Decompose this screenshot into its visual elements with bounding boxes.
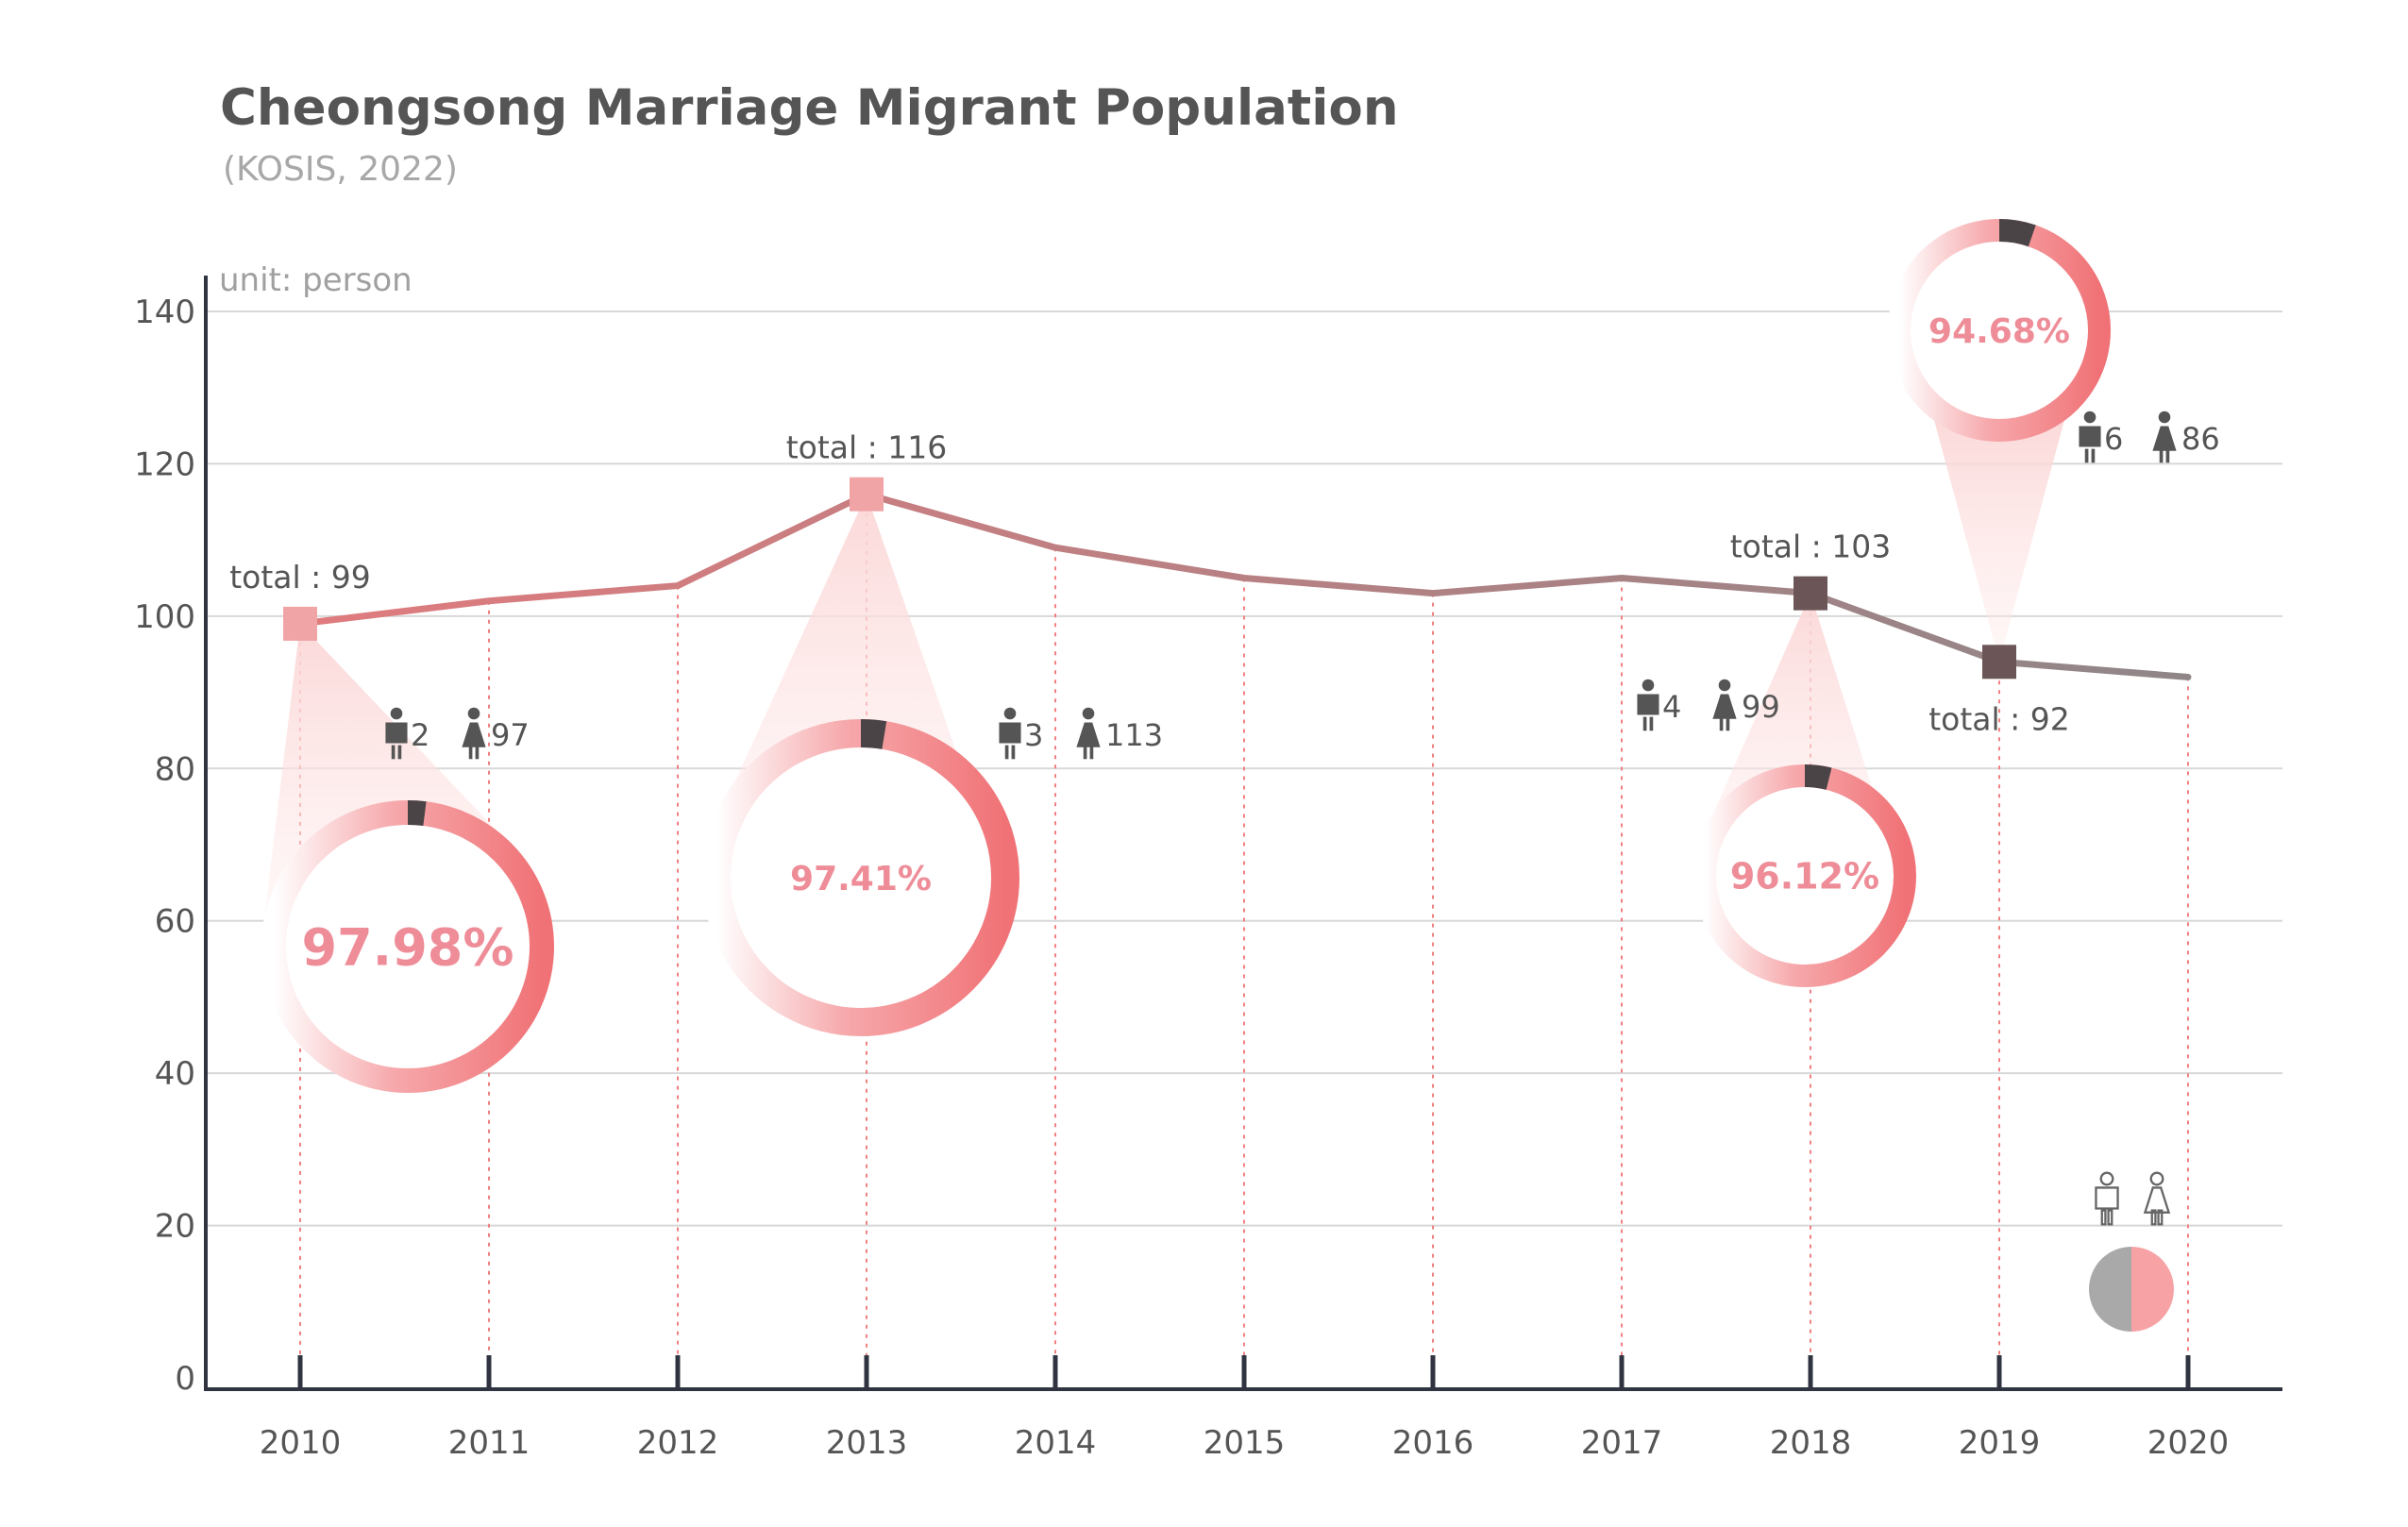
axes: 2010 2011 2012 2013 2014 2015 2016 2017 2018 2019… [204, 276, 2282, 1462]
y-tick-label: 80 [155, 750, 195, 788]
callout-cone [1932, 413, 2066, 663]
donut-male-arc [408, 800, 427, 827]
male-icon [2079, 411, 2101, 463]
legend [2089, 1171, 2174, 1332]
percent-label: 97.41% [790, 860, 932, 898]
callouts: 97.98% total : 99 2 97 97.41% total : 116 3 113… [229, 219, 2220, 1093]
male-icon [1637, 679, 1659, 731]
donut-male-arc [861, 719, 887, 749]
female-count: 113 [1105, 717, 1163, 753]
y-tick-label: 100 [134, 598, 195, 636]
callout-2010: 97.98% total : 99 2 97 [229, 559, 554, 1093]
unit-label: unit: person [219, 261, 413, 299]
chart-subtitle: (KOSIS, 2022) [223, 150, 458, 189]
y-tick-label: 120 [134, 445, 195, 483]
male-icon [385, 707, 408, 760]
male-count: 4 [1662, 689, 1681, 725]
male-count: 6 [2104, 421, 2123, 457]
percent-label: 96.12% [1730, 856, 1879, 898]
total-label: total : 99 [229, 559, 371, 596]
x-tick-label: 2017 [1581, 1424, 1663, 1462]
legend-female-half [2131, 1247, 2174, 1332]
y-tick-label: 40 [155, 1055, 195, 1093]
y-tick-label: 140 [134, 294, 195, 331]
percent-label: 97.98% [302, 917, 514, 977]
legend-male-icon [2095, 1171, 2119, 1226]
x-tick-label: 2019 [1959, 1424, 2041, 1462]
female-icon [1712, 679, 1737, 731]
callout-2013: 97.41% total : 116 3 113 [702, 429, 1163, 1036]
x-tick-label: 2011 [448, 1424, 530, 1462]
total-label: total : 116 [786, 429, 948, 466]
x-tick-label: 2020 [2147, 1424, 2230, 1462]
x-tick-label: 2014 [1015, 1424, 1097, 1462]
callout-2018: 96.12% total : 103 4 99 [1637, 529, 1916, 987]
series-line [296, 491, 2192, 680]
callout-2019: 94.68% total : 92 6 86 [1888, 219, 2220, 737]
y-tick-label: 0 [175, 1360, 195, 1398]
female-icon [2152, 411, 2177, 463]
male-count: 3 [1024, 717, 1043, 753]
male-icon [999, 707, 1021, 760]
male-count: 2 [411, 717, 429, 753]
donut-male-arc [1999, 219, 2036, 247]
donut-hole [731, 747, 991, 1008]
female-count: 99 [1742, 689, 1780, 725]
x-tick-label: 2016 [1392, 1424, 1474, 1462]
highlight-marker [850, 477, 884, 512]
total-label: total : 103 [1730, 529, 1892, 565]
x-tick-label: 2013 [826, 1424, 908, 1462]
x-tick-label: 2015 [1204, 1424, 1286, 1462]
legend-male-half [2089, 1247, 2131, 1332]
female-icon [462, 707, 486, 760]
donut-male-arc [1805, 764, 1832, 790]
female-count: 97 [491, 717, 530, 753]
legend-female-icon [2143, 1171, 2171, 1226]
total-label: total : 92 [1928, 700, 2070, 737]
donut-hole [286, 825, 530, 1068]
y-tick-label: 60 [155, 903, 195, 941]
female-count: 86 [2181, 421, 2220, 457]
donut-hole [1911, 242, 2088, 419]
percent-label: 94.68% [1928, 312, 2070, 351]
y-tick-label: 20 [155, 1208, 195, 1246]
highlight-marker [1982, 645, 2016, 680]
chart-title: Cheongsong Marriage Migrant Population [220, 79, 1399, 137]
x-tick-label: 2018 [1770, 1424, 1852, 1462]
x-tick-label: 2010 [260, 1424, 342, 1462]
donut-hole [1716, 787, 1894, 965]
series-line-path [296, 491, 2192, 680]
x-tick-label: 2012 [637, 1424, 719, 1462]
female-icon [1076, 707, 1101, 760]
highlight-marker [283, 606, 317, 641]
highlight-marker [1793, 576, 1827, 611]
